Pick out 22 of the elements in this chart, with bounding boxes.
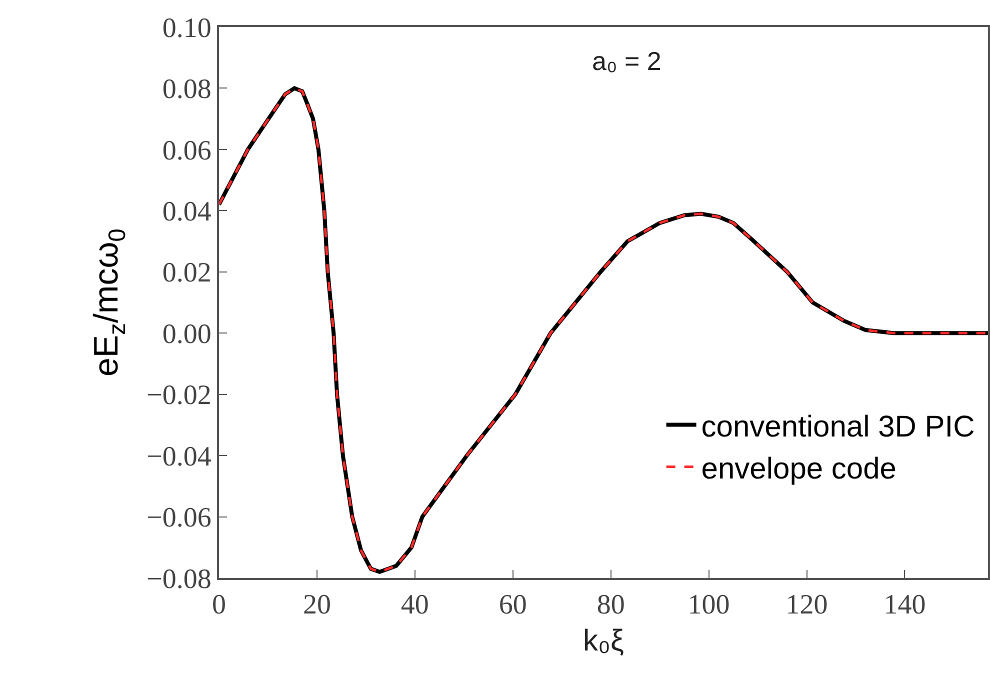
legend-label: conventional 3D PIC — [701, 410, 975, 444]
x-tick-label: 120 — [786, 590, 828, 621]
y-tick-label: 0.02 — [162, 258, 212, 289]
y-tick-label: 0.04 — [162, 196, 212, 228]
y-tick-label: −0.06 — [146, 502, 212, 534]
y-tick-label: 0.08 — [162, 74, 212, 106]
y-tick-label: 0.00 — [162, 318, 212, 350]
y-tick-label: −0.04 — [146, 441, 212, 472]
y-tick-label: −0.08 — [146, 564, 212, 595]
y-tick-label: 0.06 — [162, 135, 212, 166]
x-tick-label: 40 — [400, 590, 429, 621]
x-tick-label: 0 — [212, 590, 226, 621]
y-tick-label: 0.10 — [162, 12, 212, 44]
annotation: a₀ = 2 — [592, 46, 662, 76]
x-tick-label: 60 — [498, 590, 527, 621]
x-tick-label: 140 — [884, 590, 926, 621]
x-tick-label: 80 — [596, 590, 625, 621]
x-tick-label: 20 — [302, 590, 331, 621]
legend-label: envelope code — [701, 452, 896, 486]
x-tick-label: 100 — [688, 590, 730, 621]
x-axis-title: k₀ξ — [583, 624, 624, 658]
y-tick-label: −0.02 — [146, 380, 212, 412]
